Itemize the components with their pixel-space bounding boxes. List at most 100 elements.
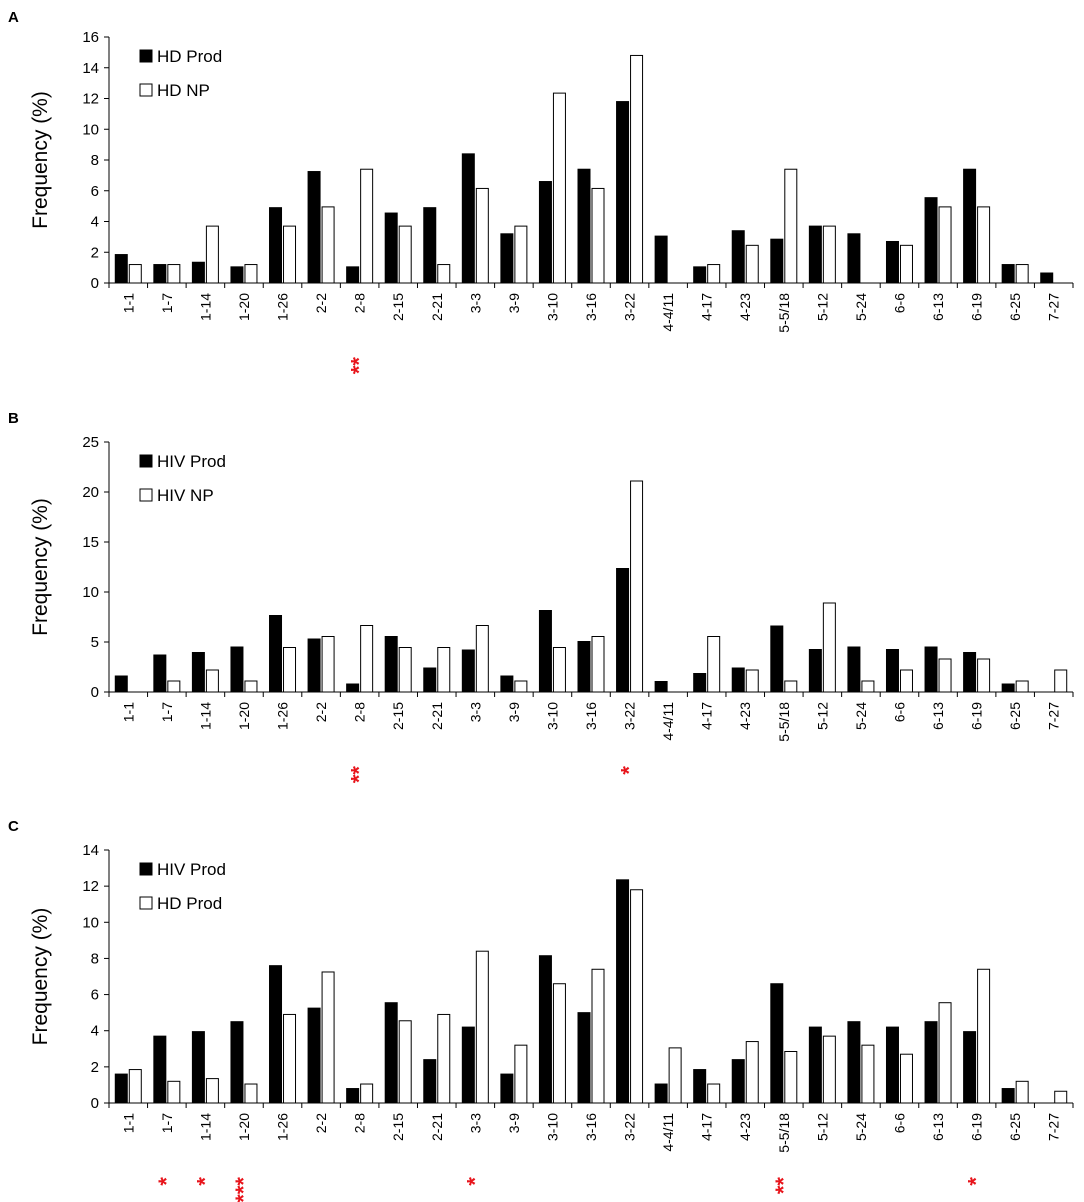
bar-hiv-np: [205, 669, 219, 693]
bar-hiv-np: [861, 680, 875, 693]
bar-hd-prod: [321, 971, 335, 1104]
bar-hd-prod: [577, 168, 591, 284]
bar-hd-prod: [731, 230, 745, 284]
significance-marker: *: [462, 1177, 487, 1186]
x-category-label: 5-5/18: [776, 293, 792, 333]
x-category-label: 3-3: [467, 1113, 483, 1133]
x-category-label: 7-27: [1046, 702, 1062, 730]
y-tick-label: 4: [91, 214, 99, 231]
x-category-label: 5-12: [814, 1113, 830, 1141]
y-tick-label: 12: [82, 91, 99, 108]
bar-hd-np: [167, 264, 181, 284]
bar-hiv-np: [591, 636, 605, 693]
bar-hd-prod: [745, 1041, 759, 1104]
bar-hiv-prod: [616, 568, 630, 693]
bar-hd-np: [552, 92, 566, 284]
x-category-label: 5-24: [853, 702, 869, 730]
bar-hiv-np: [244, 680, 258, 693]
bar-hd-np: [977, 206, 991, 284]
bar-hiv-np: [321, 636, 335, 693]
bar-hd-prod: [500, 233, 514, 284]
bar-hd-np: [630, 54, 644, 284]
significance-marker: *: [154, 1177, 179, 1186]
bar-hd-prod: [360, 1083, 374, 1104]
y-tick-label: 4: [91, 1023, 99, 1040]
bar-hd-prod: [346, 266, 360, 284]
bar-hd-prod: [1040, 272, 1054, 284]
legend-swatch: [139, 49, 153, 63]
bar-hd-np: [128, 264, 142, 284]
bar-hiv-prod: [153, 1035, 167, 1104]
bar-hd-prod: [514, 1044, 528, 1104]
x-category-label: 6-13: [930, 1113, 946, 1141]
bar-hiv-np: [398, 647, 412, 693]
x-category-label: 2-15: [390, 1113, 406, 1141]
x-category-label: 3-9: [506, 702, 522, 722]
bar-hd-np: [745, 244, 759, 284]
x-category-label: 2-15: [390, 702, 406, 730]
y-tick-label: 0: [91, 684, 99, 701]
legend-label: HD Prod: [157, 894, 222, 913]
bar-hiv-prod: [924, 1021, 938, 1104]
bar-hiv-prod: [1001, 1088, 1015, 1104]
legend-swatch: [139, 862, 153, 876]
x-category-label: 6-6: [891, 293, 907, 313]
bar-hd-prod: [538, 181, 552, 284]
bar-hd-prod: [654, 235, 668, 284]
x-category-label: 1-20: [236, 702, 252, 730]
bar-hiv-np: [822, 602, 836, 693]
bar-hd-prod: [552, 983, 566, 1104]
legend-label: HIV Prod: [157, 860, 226, 879]
x-category-label: 4-23: [737, 1113, 753, 1141]
bar-hiv-prod: [808, 1026, 822, 1104]
bar-hiv-np: [475, 625, 489, 693]
significance-marker: **: [347, 357, 372, 375]
significance-marker: **: [347, 766, 372, 784]
bar-hiv-np: [1054, 669, 1068, 693]
bar-hd-prod: [205, 1078, 219, 1104]
x-category-label: 3-16: [583, 702, 599, 730]
bar-hd-prod: [1054, 1090, 1068, 1104]
bar-hd-prod: [847, 233, 861, 284]
x-category-label: 4-23: [737, 702, 753, 730]
legend-swatch: [139, 454, 153, 468]
x-category-label: 4-17: [699, 1113, 715, 1141]
x-category-label: 3-9: [506, 293, 522, 313]
x-category-label: 1-26: [275, 293, 291, 321]
bar-hiv-np: [745, 669, 759, 693]
panel-letter: C: [8, 818, 19, 835]
bar-hd-prod: [128, 1069, 142, 1104]
x-category-label: 2-21: [429, 1113, 445, 1141]
x-category-label: 6-13: [930, 293, 946, 321]
x-category-label: 6-6: [891, 702, 907, 722]
bar-hiv-prod: [577, 1012, 591, 1104]
bar-hiv-prod: [847, 1021, 861, 1104]
x-category-label: 4-17: [699, 293, 715, 321]
x-category-label: 6-13: [930, 702, 946, 730]
x-category-label: 5-12: [814, 702, 830, 730]
bar-hiv-prod: [191, 652, 205, 693]
x-category-label: 2-21: [429, 702, 445, 730]
bar-hd-prod: [230, 266, 244, 284]
x-category-label: 5-24: [853, 293, 869, 321]
bar-hiv-prod: [538, 610, 552, 693]
bar-hd-np: [283, 225, 297, 284]
bar-hiv-np: [552, 647, 566, 693]
bar-hiv-prod: [307, 1007, 321, 1104]
x-category-label: 1-7: [159, 702, 175, 722]
y-tick-label: 5: [91, 634, 99, 651]
bar-hiv-prod: [114, 1073, 128, 1104]
x-category-label: 1-7: [159, 293, 175, 313]
y-axis-title: Frequency (%): [29, 91, 52, 229]
x-category-label: 4-23: [737, 293, 753, 321]
bar-hd-np: [784, 168, 798, 284]
x-category-label: 5-12: [814, 293, 830, 321]
bar-hiv-np: [977, 658, 991, 693]
x-category-label: 4-4/11: [660, 1113, 676, 1152]
bar-hd-prod: [630, 889, 644, 1104]
significance-marker: *: [964, 1177, 989, 1186]
x-category-label: 7-27: [1046, 293, 1062, 321]
bar-hiv-prod: [423, 667, 437, 693]
bar-hd-prod: [244, 1083, 258, 1104]
